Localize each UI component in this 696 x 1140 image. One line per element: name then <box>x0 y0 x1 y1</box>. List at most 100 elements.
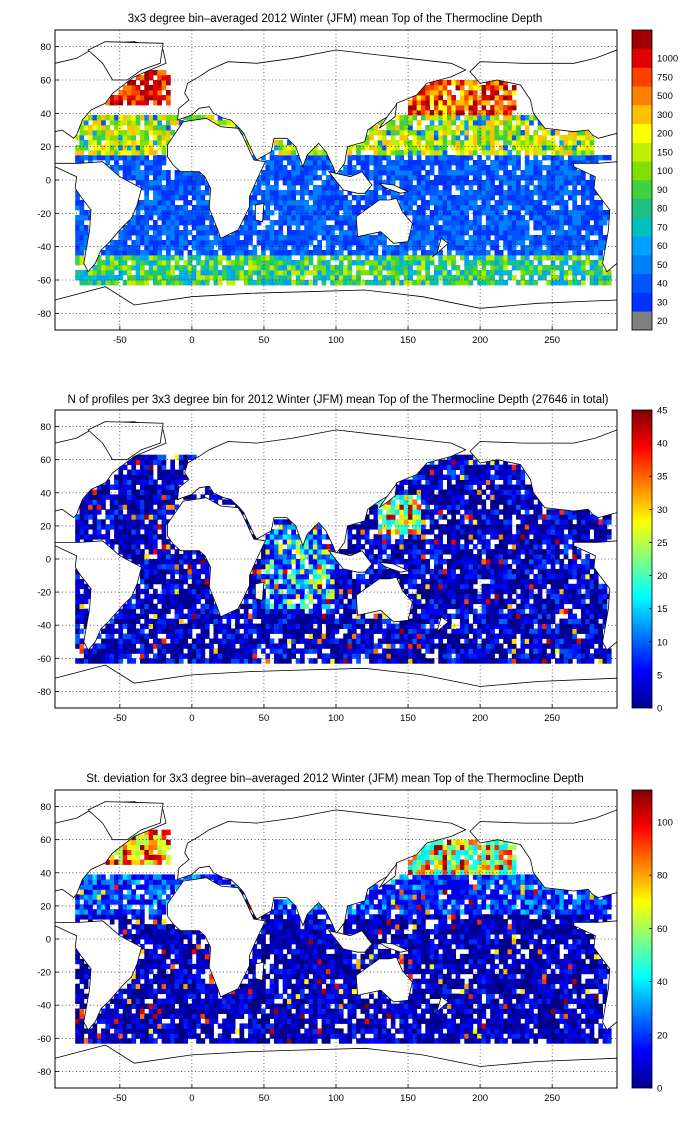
heatmap-cell <box>178 638 184 644</box>
heatmap-cell <box>468 180 474 186</box>
heatmap-cell <box>494 120 500 126</box>
heatmap-cell <box>485 80 491 86</box>
heatmap-cell <box>503 623 508 629</box>
heatmap-cell <box>390 265 396 271</box>
heatmap-cell <box>572 628 577 634</box>
heatmap-cell <box>555 280 560 286</box>
colorbar-segment <box>632 142 652 162</box>
heatmap-cell <box>373 175 379 181</box>
heatmap-cell <box>416 240 422 246</box>
heatmap-cell <box>581 593 586 600</box>
heatmap-cell <box>503 573 508 580</box>
heatmap-cell <box>507 633 513 639</box>
heatmap-cell <box>312 205 318 211</box>
heatmap-cell <box>222 648 227 654</box>
heatmap-cell <box>343 608 348 615</box>
heatmap-cell <box>386 648 392 654</box>
heatmap-cell <box>382 245 387 251</box>
y-tick-label: -80 <box>37 309 51 320</box>
heatmap-cell <box>265 638 271 644</box>
heatmap-cell <box>114 150 119 156</box>
heatmap-cell <box>382 653 387 659</box>
heatmap-cell <box>468 598 474 605</box>
heatmap-cell <box>585 603 590 610</box>
heatmap-cell <box>568 150 573 156</box>
heatmap-cell <box>351 643 357 649</box>
heatmap-cell <box>144 190 149 196</box>
heatmap-cell <box>425 265 430 271</box>
heatmap-cell <box>122 145 128 151</box>
heatmap-cell <box>209 275 214 281</box>
heatmap-cell <box>498 145 504 151</box>
heatmap-cell <box>157 115 162 121</box>
heatmap-cell <box>338 215 344 221</box>
heatmap-cell <box>174 190 180 196</box>
heatmap-cell <box>118 95 124 101</box>
heatmap-cell <box>542 150 547 156</box>
heatmap-cell <box>226 623 232 629</box>
colorbar-tick-label: 750 <box>657 72 673 83</box>
heatmap-cell <box>256 568 262 575</box>
heatmap-cell <box>312 608 318 615</box>
heatmap-cell <box>131 240 137 246</box>
heatmap-cell <box>114 265 119 271</box>
heatmap-cell <box>472 200 478 206</box>
heatmap-cell <box>606 155 612 161</box>
heatmap-cell <box>343 275 348 281</box>
heatmap-cell <box>369 135 374 141</box>
heatmap-cell <box>390 643 396 649</box>
heatmap-cell <box>408 653 413 659</box>
heatmap-cell <box>477 250 482 256</box>
heatmap-cell <box>464 255 469 261</box>
heatmap-cell <box>75 205 80 211</box>
heatmap-cell <box>589 280 595 286</box>
heatmap-cell <box>321 633 327 639</box>
heatmap-cell <box>269 613 275 619</box>
heatmap-cell <box>507 588 513 595</box>
heatmap-cell <box>524 235 530 241</box>
heatmap-cell <box>317 623 322 629</box>
heatmap-cell <box>153 95 158 101</box>
heatmap-cell <box>122 618 128 624</box>
heatmap-cell <box>425 578 430 585</box>
heatmap-cell <box>485 250 491 256</box>
heatmap-cell <box>118 130 124 136</box>
heatmap-cell <box>494 150 500 156</box>
heatmap-cell <box>459 235 465 241</box>
heatmap-cell <box>291 220 296 226</box>
heatmap-cell <box>261 578 266 585</box>
heatmap-cell <box>485 598 491 605</box>
heatmap-cell <box>321 593 327 600</box>
heatmap-cell <box>403 638 409 644</box>
heatmap-cell <box>360 250 366 256</box>
heatmap-cell <box>157 95 162 101</box>
heatmap-cell <box>217 245 223 251</box>
heatmap-cell <box>144 653 149 659</box>
heatmap-cell <box>412 210 418 216</box>
heatmap-cell <box>256 240 262 246</box>
heatmap-cell <box>494 200 500 206</box>
heatmap-cell <box>235 255 240 261</box>
heatmap-cell <box>568 573 573 580</box>
heatmap-cell <box>243 240 249 246</box>
heatmap-cell <box>256 185 262 191</box>
colorbar-tick-label: 200 <box>657 129 673 140</box>
heatmap-cell <box>178 175 184 181</box>
heatmap-cell <box>434 280 439 286</box>
heatmap-cell <box>79 160 85 166</box>
heatmap-cell <box>451 170 456 176</box>
heatmap-cell <box>135 260 141 266</box>
heatmap-cell <box>256 265 262 271</box>
heatmap-cell <box>559 155 565 161</box>
heatmap-cell <box>200 195 206 201</box>
heatmap-cell <box>481 130 487 136</box>
heatmap-cell <box>243 613 249 619</box>
heatmap-cell <box>274 608 279 615</box>
heatmap-cell <box>399 185 405 191</box>
heatmap-cell <box>79 250 85 256</box>
heatmap-cell <box>261 638 266 644</box>
heatmap-cell <box>109 260 115 266</box>
heatmap-cell <box>572 205 577 211</box>
heatmap-cell <box>274 200 279 206</box>
heatmap-cell <box>131 140 137 146</box>
